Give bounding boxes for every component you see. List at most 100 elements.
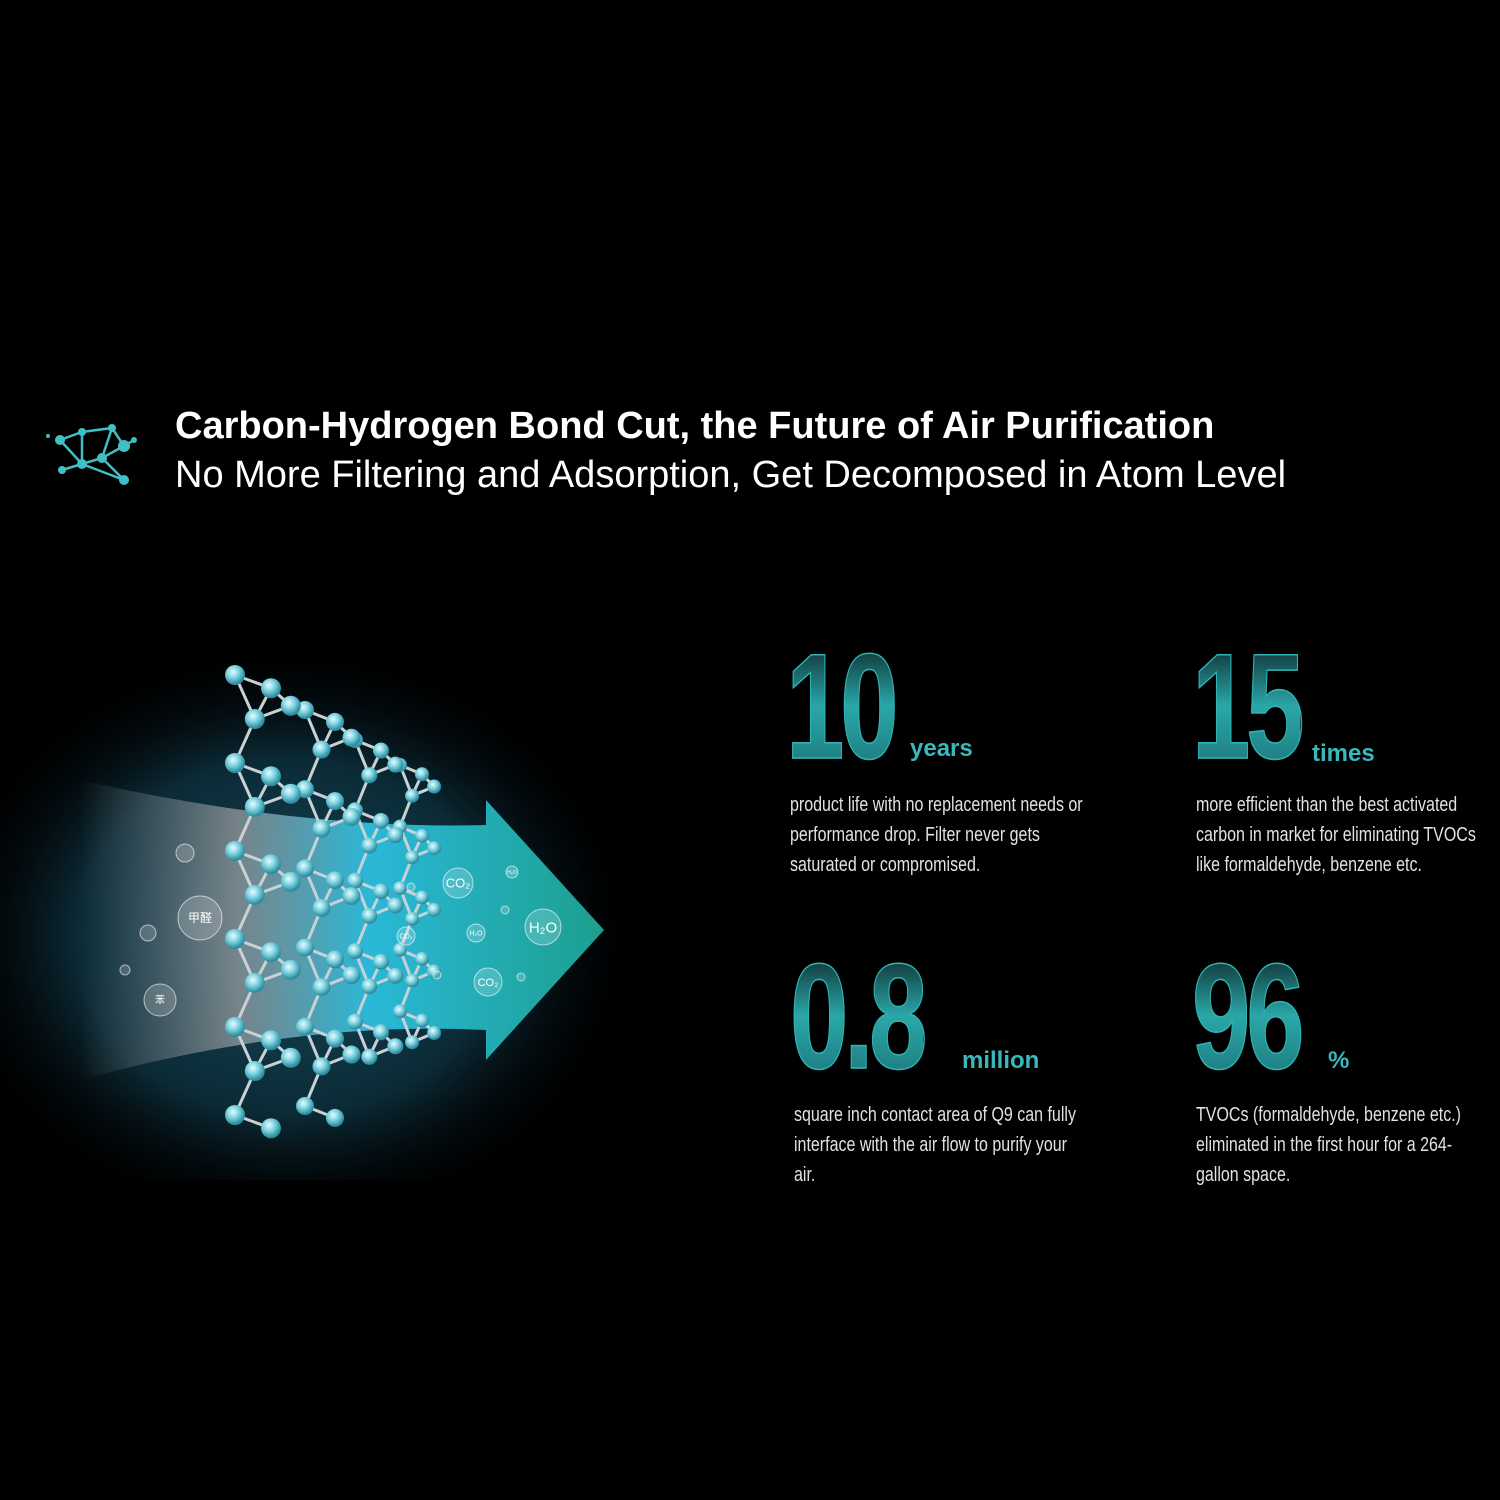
description-line: TVOCs (formaldehyde, benzene etc.): [1196, 1104, 1462, 1126]
atom: [415, 1013, 429, 1028]
atom: [427, 841, 442, 856]
h2o-bubble: H₂O: [524, 908, 562, 946]
atom: [342, 807, 361, 826]
atom: [225, 1105, 245, 1125]
atom: [244, 885, 265, 905]
description-line: saturated or compromised.: [790, 854, 981, 876]
h2o-bubble: H₂O: [505, 865, 519, 879]
stat-block: 15 more efficient than the best activated…: [1191, 630, 1500, 890]
co2-bubble: CO₂: [442, 867, 474, 899]
atom: [405, 973, 420, 988]
atom: [387, 756, 404, 773]
atom: [296, 938, 314, 957]
small-bubble: [516, 972, 526, 982]
stat-block: 10 product life with no replacement needs…: [785, 622, 1106, 890]
atom: [387, 827, 404, 844]
atom: [361, 908, 378, 924]
stat-value: 0.8: [789, 932, 928, 1100]
svg-text:甲醛: 甲醛: [188, 910, 212, 925]
atom: [427, 1025, 442, 1040]
atom: [225, 665, 245, 685]
atom: [280, 1047, 301, 1068]
svg-text:CO₂: CO₂: [399, 933, 413, 940]
atom: [405, 1035, 420, 1050]
atom: [312, 1057, 331, 1076]
small-bubble: [406, 882, 416, 892]
description-line: gallon space.: [1196, 1164, 1291, 1186]
atom: [342, 728, 361, 747]
description-line: air.: [794, 1164, 816, 1186]
atom: [244, 973, 265, 993]
atom: [342, 966, 361, 985]
particle: [139, 924, 157, 942]
atom: [326, 1108, 344, 1127]
formaldehyde-bubble: 甲醛: [177, 895, 223, 941]
stat-description: product life with no replacement needs o…: [790, 790, 1126, 880]
description-line: more efficient than the best activated: [1196, 794, 1458, 816]
atom: [347, 1013, 363, 1030]
atom: [373, 883, 389, 900]
atom: [261, 678, 281, 699]
atom: [261, 854, 281, 875]
stat-block: 0.8 square inch contact area of Q9 can fu…: [789, 932, 1110, 1200]
stat-description: more efficient than the best activated ca…: [1196, 790, 1500, 880]
atom: [296, 1017, 314, 1036]
atom: [244, 709, 265, 729]
svg-text:H₂O: H₂O: [529, 919, 557, 936]
atom: [312, 978, 331, 997]
atom: [326, 792, 344, 811]
atom: [296, 859, 314, 878]
atom: [280, 959, 301, 980]
description-line: product life with no replacement needs o…: [790, 794, 1083, 816]
atom: [387, 967, 404, 984]
h2o-bubble: H₂O: [466, 923, 486, 943]
subheadline: No More Filtering and Adsorption, Get De…: [175, 454, 1287, 496]
atom: [347, 943, 363, 960]
atom: [373, 742, 389, 759]
atom: [405, 788, 420, 803]
description-line: like formaldehyde, benzene etc.: [1196, 854, 1422, 876]
co2-bubble: CO₂: [396, 926, 416, 946]
description-line: performance drop. Filter never gets: [790, 824, 1040, 846]
atom: [280, 695, 301, 716]
atom: [393, 881, 407, 896]
atom: [326, 871, 344, 890]
small-bubble: [500, 905, 510, 915]
atom: [261, 1118, 281, 1139]
atom: [280, 871, 301, 892]
stat-value: 10: [785, 622, 899, 790]
atom: [373, 1024, 389, 1041]
atom: [361, 1048, 378, 1065]
co2-bubble: CO₂: [473, 967, 503, 997]
svg-text:苯: 苯: [155, 994, 165, 1007]
atom: [427, 964, 442, 979]
molecule-bubbles: 甲醛苯 CO₂ H₂O CO₂ H₂O CO₂ H₂O: [119, 843, 562, 1017]
atom: [373, 953, 389, 970]
atom: [244, 797, 265, 817]
stat-unit: million: [962, 1047, 1040, 1074]
atom: [415, 767, 429, 782]
atom: [387, 1038, 404, 1055]
atom: [373, 812, 389, 829]
atom: [415, 828, 429, 843]
svg-text:H₂O: H₂O: [507, 870, 517, 876]
svg-text:CO₂: CO₂: [446, 876, 471, 891]
atom: [261, 1030, 281, 1051]
atom: [296, 1097, 314, 1115]
air-flow-arrow: [80, 780, 604, 1080]
molecule-network-icon: [46, 424, 137, 485]
atom: [361, 978, 378, 995]
atom: [225, 1017, 245, 1037]
atom: [361, 767, 378, 784]
atom: [225, 841, 245, 861]
stat-unit: %: [1328, 1047, 1350, 1074]
particle: [175, 843, 195, 863]
atom: [326, 712, 344, 731]
atom: [393, 1004, 407, 1019]
benzene-bubble: 苯: [143, 983, 177, 1017]
atom: [361, 837, 378, 854]
atom: [326, 1029, 344, 1048]
atom: [405, 850, 420, 865]
atom: [342, 1045, 361, 1064]
atom: [415, 952, 429, 967]
